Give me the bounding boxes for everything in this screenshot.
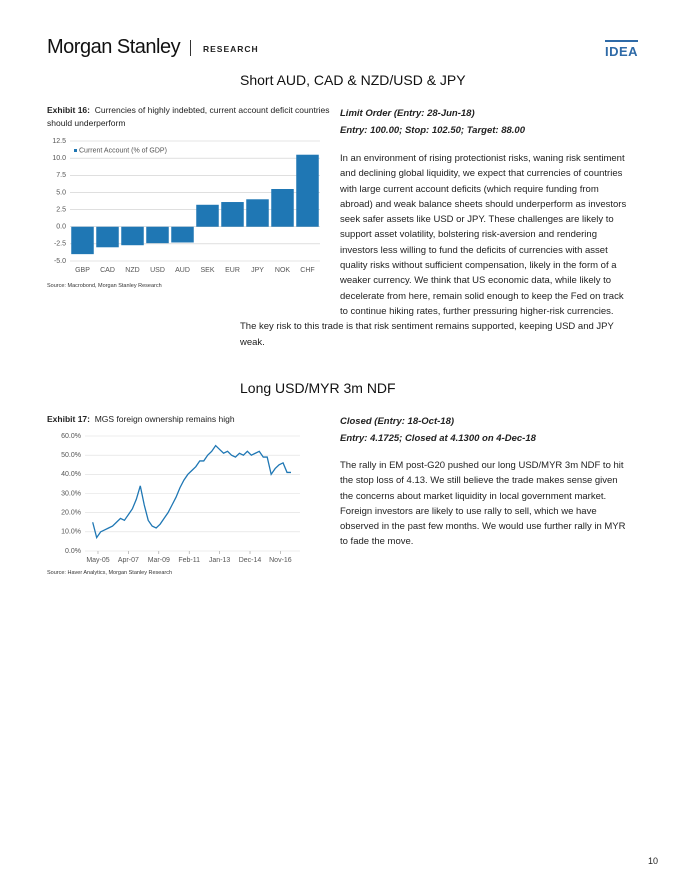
bar <box>121 226 144 246</box>
y-tick-label: 60.0% <box>61 433 81 440</box>
bar <box>171 226 194 243</box>
x-tick-label: EUR <box>225 267 240 274</box>
exhibit-text: Currencies of highly indebted, current a… <box>47 105 330 128</box>
bar <box>221 202 244 227</box>
legend-label: Current Account (% of GDP) <box>79 147 167 154</box>
bar <box>71 226 94 255</box>
bar <box>146 226 169 244</box>
x-tick-label: GBP <box>75 267 90 274</box>
spacer <box>240 151 340 304</box>
paragraph: The rally in EM post-G20 pushed our long… <box>340 460 626 548</box>
trade-line: Closed (Entry: 18-Oct-18) <box>340 416 455 427</box>
trade-info: Limit Order (Entry: 28-Jun-18) Entry: 10… <box>340 105 525 139</box>
separator <box>190 40 191 56</box>
bar <box>271 189 294 227</box>
y-tick-label: -5.0 <box>54 258 66 265</box>
x-tick-label: AUD <box>175 267 190 274</box>
exhibit-title: Exhibit 16: Currencies of highly indebte… <box>47 104 332 130</box>
trade-line: Entry: 100.00; Stop: 102.50; Target: 88.… <box>340 125 525 136</box>
exhibit-text: MGS foreign ownership remains high <box>94 414 235 424</box>
y-tick-label: 5.0 <box>56 189 66 196</box>
x-tick-label: Mar-09 <box>148 557 170 564</box>
trade-info: Closed (Entry: 18-Oct-18) Entry: 4.1725;… <box>340 413 536 447</box>
bar <box>196 204 219 227</box>
bar <box>296 154 319 227</box>
x-tick-label: NZD <box>125 267 139 274</box>
line-chart: 0.0% 10.0% 20.0% 30.0% 40.0% 50.0% 60.0% May-05… <box>61 433 300 564</box>
y-tick-label: -2.5 <box>54 241 66 248</box>
paragraph-wrap: In an environment of rising protectionis… <box>240 151 632 350</box>
y-tick-label: 30.0% <box>61 490 81 497</box>
x-tick-label: Apr-07 <box>118 557 139 564</box>
y-tick-label: 10.0% <box>61 529 81 536</box>
x-tick-label: USD <box>150 267 165 274</box>
exhibit-title: Exhibit 17: MGS foreign ownership remain… <box>47 413 332 426</box>
source: Source: Haver Analytics, Morgan Stanley … <box>47 570 173 576</box>
x-tick-label: Dec-14 <box>239 557 262 564</box>
line <box>92 444 291 540</box>
bar <box>246 199 269 227</box>
section-title: Long USD/MYR 3m NDF <box>240 380 396 396</box>
exhibit-number: Exhibit 17: <box>47 414 90 424</box>
page-number: 10 <box>648 856 659 866</box>
x-tick-label: CHF <box>300 267 314 274</box>
tag: IDEA <box>605 40 639 59</box>
bar-chart: -5.0 -2.5 0.0 2.5 5.0 7.5 10.0 12.5 GBP CAD NZD USD… <box>52 138 320 274</box>
y-tick-label: 2.5 <box>56 206 66 213</box>
x-tick-label: CAD <box>100 267 115 274</box>
y-tick-label: 10.0 <box>52 155 66 162</box>
y-tick-label: 0.0% <box>65 548 81 555</box>
y-tick-label: 0.0 <box>56 224 66 231</box>
x-tick-label: Feb-11 <box>178 557 200 564</box>
source: Source: Macrobond, Morgan Stanley Resear… <box>47 283 162 289</box>
y-tick-label: 7.5 <box>56 172 66 179</box>
bar <box>96 226 119 248</box>
x-tick-label: May-05 <box>86 557 109 564</box>
x-tick-label: Nov-16 <box>269 557 292 564</box>
brand: Morgan Stanley <box>47 36 181 58</box>
exhibit-number: Exhibit 16: <box>47 105 90 115</box>
x-tick-label: JPY <box>251 267 264 274</box>
section-label: RESEARCH <box>203 44 259 54</box>
paragraph: In an environment of rising protectionis… <box>240 153 627 348</box>
x-tick-label: SEK <box>200 267 214 274</box>
y-tick-label: 40.0% <box>61 471 81 478</box>
y-tick-label: 12.5 <box>52 138 66 145</box>
y-tick-label: 50.0% <box>61 452 81 459</box>
trade-line: Limit Order (Entry: 28-Jun-18) <box>340 108 475 119</box>
section-title: Short AUD, CAD & NZD/USD & JPY <box>240 72 466 88</box>
x-tick-label: Jan-13 <box>209 557 231 564</box>
x-tick-label: NOK <box>275 267 291 274</box>
y-tick-label: 20.0% <box>61 510 81 517</box>
legend-swatch <box>74 149 77 152</box>
trade-line: Entry: 4.1725; Closed at 4.1300 on 4-Dec… <box>340 433 536 444</box>
